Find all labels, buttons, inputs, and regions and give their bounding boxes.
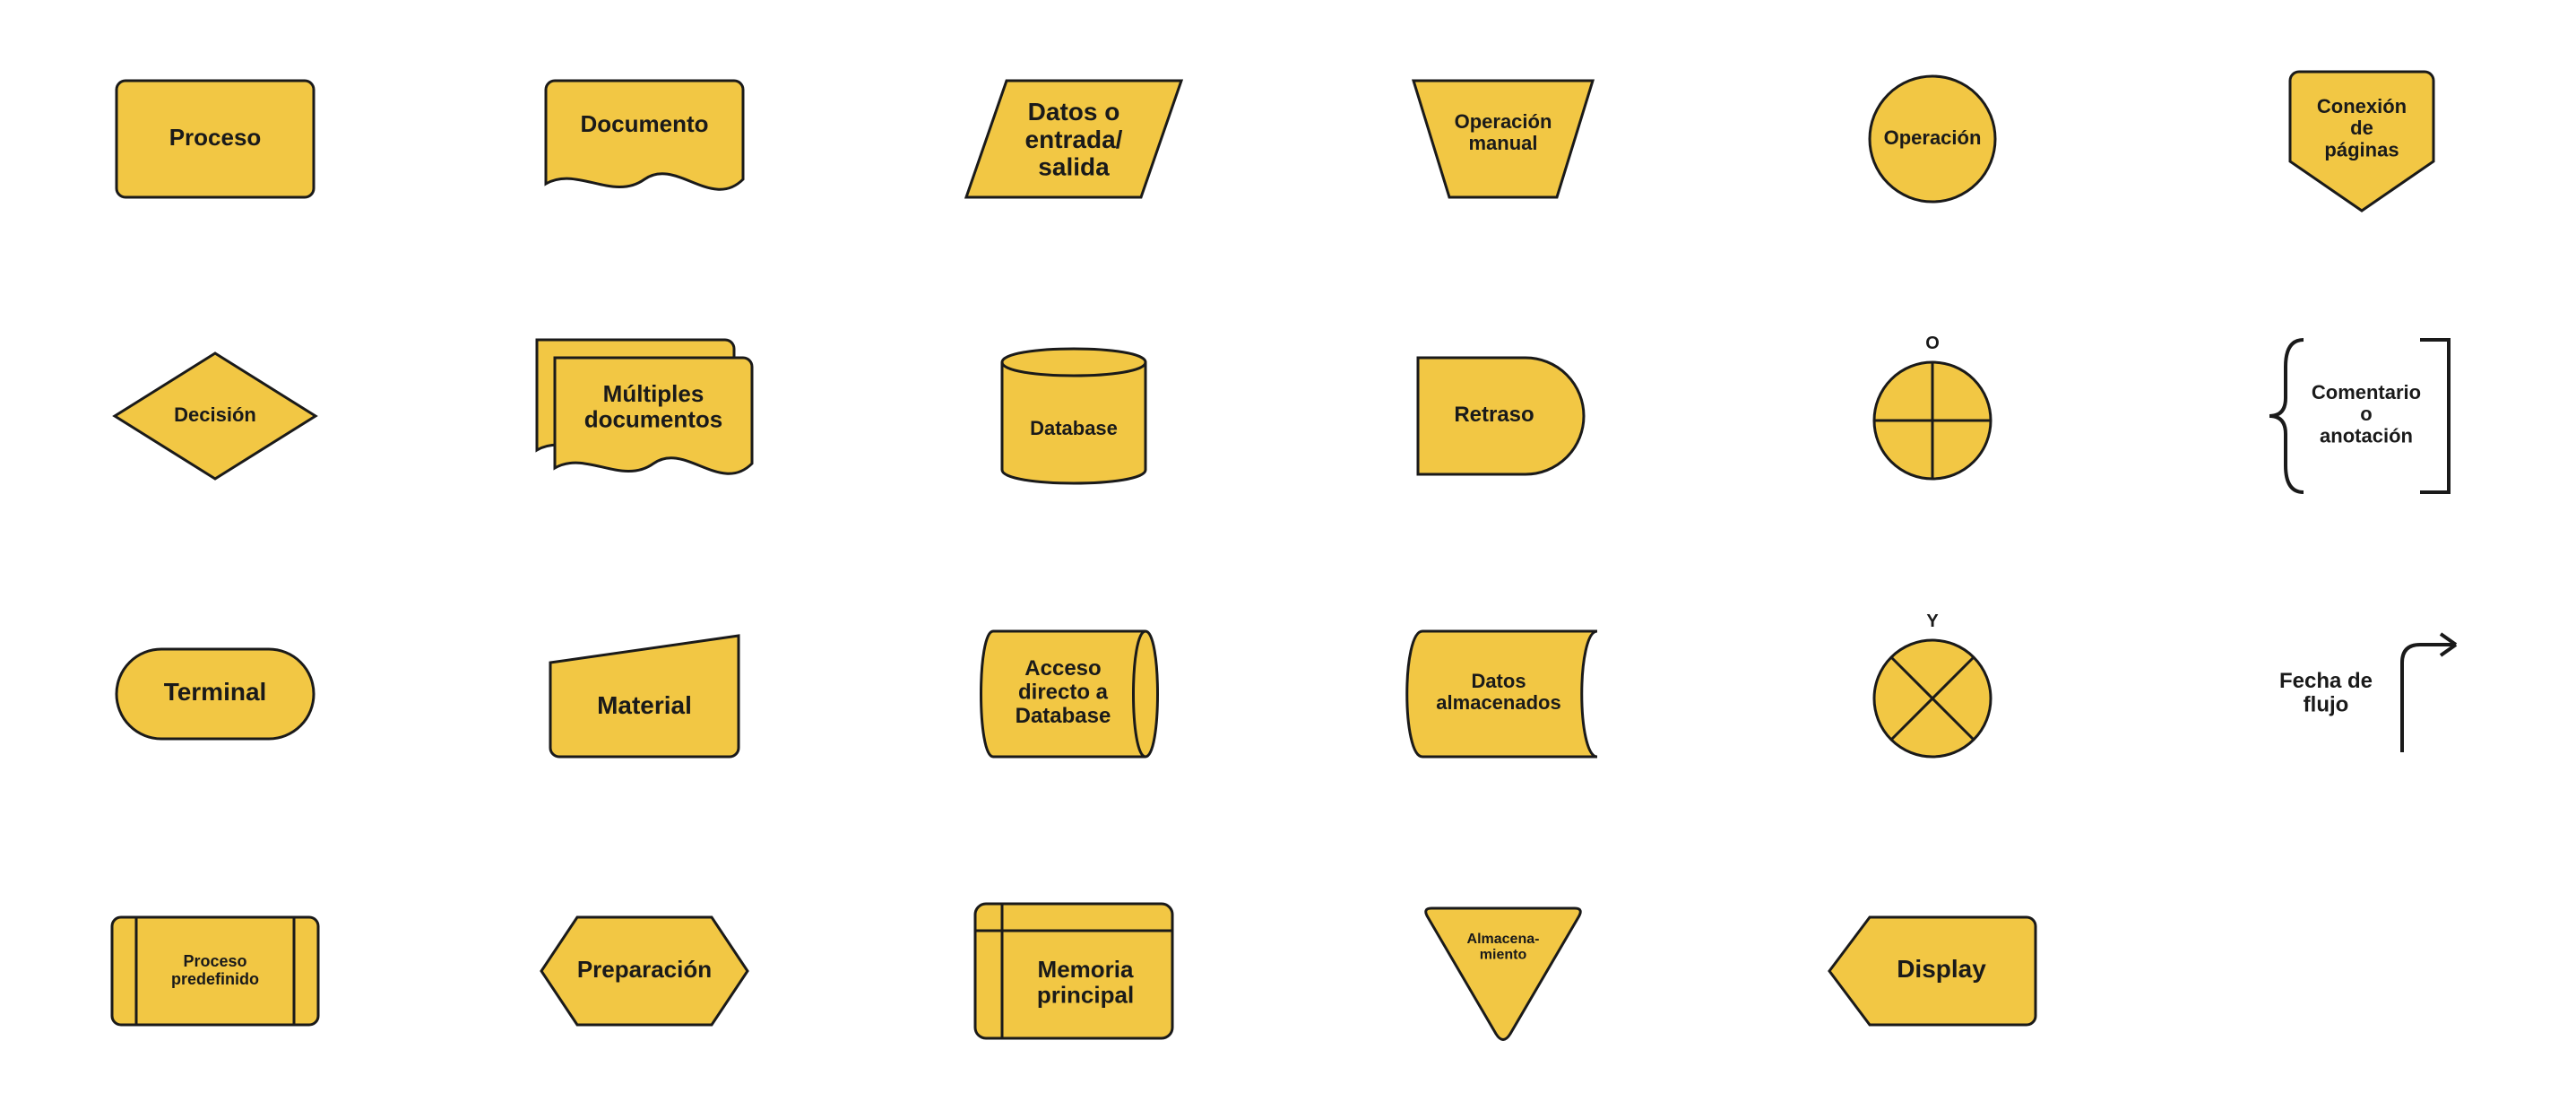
delay-icon: Retraso <box>1409 344 1597 488</box>
document-icon: Documento <box>541 67 748 211</box>
shape-connector-circle: Operación <box>1717 0 2147 278</box>
shape-delay: Retraso <box>1288 278 1717 556</box>
shape-process: Proceso <box>0 0 429 278</box>
multi-document-label: Múltiplesdocumentos <box>583 380 722 433</box>
shape-or-junction: O <box>1717 278 2147 556</box>
manual-operation-icon: Operaciónmanual <box>1400 67 1606 211</box>
document-label: Documento <box>580 110 708 137</box>
shape-direct-access: Accesodirecto aDatabase <box>859 555 1288 833</box>
terminal-icon: Terminal <box>112 636 318 752</box>
shape-predefined-process: Procesopredefinido <box>0 833 429 1110</box>
shape-offpage-connector: Conexióndepáginas <box>2147 0 2576 278</box>
shape-internal-storage: Memoriaprincipal <box>859 833 1288 1110</box>
delay-label: Retraso <box>1454 403 1534 428</box>
storage-triangle-icon: Almacena-miento <box>1413 895 1593 1047</box>
manual-operation-label: Operaciónmanual <box>1454 110 1552 154</box>
decision-icon: Decisión <box>108 344 323 488</box>
annotation-label: Comentariooanotación <box>2311 381 2420 447</box>
shape-summing-junction: Y <box>1717 555 2147 833</box>
flow-arrow-label: Fecha deflujo <box>2278 669 2372 716</box>
connector-circle-icon: Operación <box>1856 63 2009 215</box>
shape-multi-document: Múltiplesdocumentos <box>429 278 859 556</box>
shape-display: Display <box>1717 833 2147 1110</box>
flowchart-shapes-grid: Proceso Documento Datos oentrada/salida … <box>0 0 2576 1110</box>
data-io-label: Datos oentrada/salida <box>1024 98 1122 181</box>
internal-storage-icon: Memoriaprincipal <box>971 895 1177 1047</box>
connector-circle-label: Operación <box>1883 126 1981 149</box>
shape-annotation: Comentariooanotación <box>2147 278 2576 556</box>
or-junction-icon: O <box>1861 335 2004 497</box>
material-icon: Material <box>541 622 748 766</box>
shape-document: Documento <box>429 0 859 278</box>
process-label: Proceso <box>169 124 261 151</box>
summing-junction-label: Y <box>1926 611 1939 631</box>
shape-database: Database <box>859 278 1288 556</box>
predefined-process-icon: Procesopredefinido <box>108 904 323 1038</box>
offpage-connector-icon: Conexióndepáginas <box>2281 58 2442 220</box>
predefined-process-label: Procesopredefinido <box>171 952 259 988</box>
process-icon: Proceso <box>112 67 318 211</box>
shape-storage-triangle: Almacena-miento <box>1288 833 1717 1110</box>
shape-stored-data: Datosalmacenados <box>1288 555 1717 833</box>
preparation-icon: Preparación <box>532 904 756 1038</box>
or-junction-label: O <box>1925 334 1940 354</box>
shape-flow-arrow: Fecha deflujo <box>2147 555 2576 833</box>
flow-arrow-icon: Fecha deflujo <box>2245 618 2478 770</box>
shape-empty <box>2147 833 2576 1110</box>
display-label: Display <box>1897 956 1986 984</box>
shape-material: Material <box>429 555 859 833</box>
shape-preparation: Preparación <box>429 833 859 1110</box>
direct-access-label: Accesodirecto aDatabase <box>1015 656 1111 728</box>
summing-junction-icon: Y <box>1861 613 2004 775</box>
internal-storage-label: Memoriaprincipal <box>1036 956 1133 1009</box>
multi-document-icon: Múltiplesdocumentos <box>528 331 761 501</box>
display-icon: Display <box>1820 904 2044 1038</box>
shape-manual-operation: Operaciónmanual <box>1288 0 1717 278</box>
annotation-icon: Comentariooanotación <box>2259 326 2465 506</box>
preparation-label: Preparación <box>576 956 711 983</box>
data-io-icon: Datos oentrada/salida <box>957 67 1190 211</box>
shape-terminal: Terminal <box>0 555 429 833</box>
direct-access-icon: Accesodirecto aDatabase <box>966 618 1181 770</box>
material-label: Material <box>597 691 692 719</box>
shape-data-io: Datos oentrada/salida <box>859 0 1288 278</box>
database-label: Database <box>1030 417 1118 439</box>
decision-label: Decisión <box>174 403 256 426</box>
stored-data-icon: Datosalmacenados <box>1391 618 1615 770</box>
shape-decision: Decisión <box>0 278 429 556</box>
terminal-label: Terminal <box>163 678 266 706</box>
database-icon: Database <box>989 331 1159 501</box>
